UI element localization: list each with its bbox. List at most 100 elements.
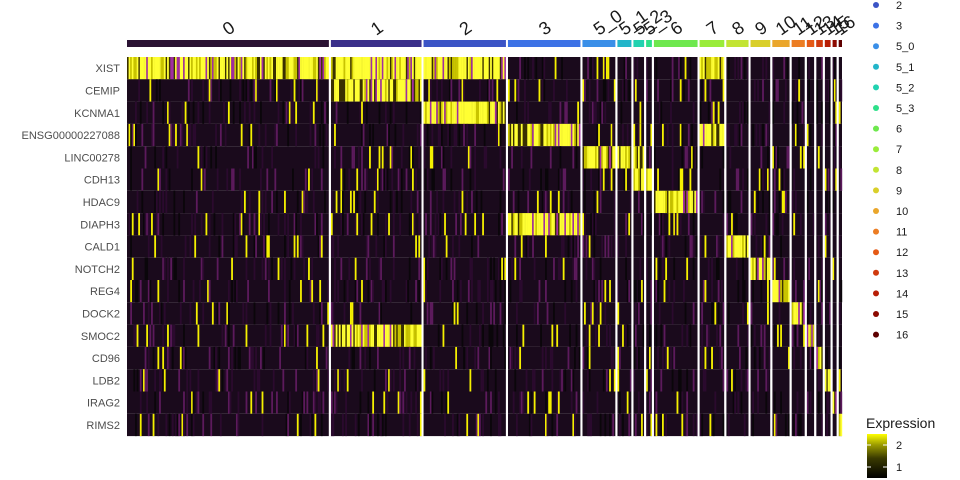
heat-strip — [772, 146, 775, 169]
heat-strip — [159, 302, 161, 325]
heat-strip — [191, 413, 193, 437]
heat-strip — [365, 324, 368, 347]
legend-label-16: 16 — [896, 330, 908, 342]
heat-strip — [266, 168, 269, 191]
heat-strip — [354, 257, 357, 280]
heat-strip — [227, 324, 230, 347]
heat-strip — [799, 346, 802, 370]
heat-strip — [357, 413, 360, 437]
heat-strip — [762, 235, 764, 258]
heat-strip — [237, 57, 240, 80]
heat-strip — [604, 280, 607, 303]
heat-cell-1-DOCK2 — [330, 302, 422, 325]
heat-strip — [319, 280, 322, 303]
heat-strip — [601, 280, 604, 303]
heat-strip — [429, 79, 432, 102]
heat-strip — [681, 123, 684, 147]
heat-strip — [704, 123, 707, 147]
heat-strip — [753, 324, 756, 347]
heat-strip — [381, 79, 384, 102]
gene-label-ldb2: LDB2 — [92, 375, 120, 387]
heat-strip — [415, 57, 417, 80]
heat-strip — [377, 190, 379, 214]
heat-strip — [599, 168, 602, 191]
heat-strip — [575, 146, 578, 169]
heat-strip — [197, 324, 200, 347]
heat-strip — [676, 213, 679, 236]
heat-cell-12-DIAPH3 — [806, 213, 815, 236]
heat-strip — [670, 101, 672, 124]
heat-strip — [167, 324, 169, 347]
heat-strip — [405, 168, 408, 191]
heat-strip — [663, 280, 666, 303]
heat-strip — [364, 168, 367, 191]
heat-strip — [202, 101, 205, 124]
heat-strip — [498, 123, 500, 147]
heat-strip — [809, 302, 812, 325]
heat-strip — [477, 413, 480, 437]
heat-strip — [511, 146, 513, 169]
heat-strip — [402, 391, 405, 414]
heat-strip — [200, 146, 203, 169]
heat-strip — [740, 369, 743, 392]
heat-cell-14-DOCK2 — [824, 302, 831, 325]
heat-strip — [170, 257, 173, 280]
heat-strip — [227, 302, 230, 325]
heat-cell-9-REG4 — [750, 280, 771, 303]
heat-strip — [248, 346, 251, 370]
heat-strip — [411, 57, 414, 80]
heat-strip — [316, 346, 318, 370]
heat-strip — [130, 146, 133, 169]
heat-strip — [170, 123, 173, 147]
heat-strip — [404, 79, 406, 102]
heat-cell-13-DIAPH3 — [816, 213, 823, 236]
heat-strip — [617, 369, 620, 392]
heat-strip — [596, 190, 599, 214]
heat-strip — [317, 79, 320, 102]
heat-strip — [452, 413, 454, 437]
heat-strip — [215, 146, 217, 169]
heat-strip — [490, 413, 492, 437]
heat-strip — [372, 57, 375, 80]
heat-strip — [745, 346, 748, 370]
heat-strip — [671, 190, 674, 214]
heat-strip — [665, 190, 668, 214]
heat-strip — [184, 57, 187, 80]
colorbar-title: Expression — [866, 415, 935, 431]
heat-strip — [205, 213, 208, 236]
heat-cell-15-KCNMA1 — [832, 101, 837, 124]
heat-strip — [557, 391, 560, 414]
heat-cell-0-ENSG00000227088 — [127, 123, 329, 147]
heat-strip — [372, 79, 375, 102]
heat-strip — [444, 57, 446, 80]
heat-strip — [455, 101, 458, 124]
heat-strip — [596, 146, 599, 169]
heat-strip — [192, 57, 195, 80]
heat-strip — [433, 168, 435, 191]
heat-strip — [400, 190, 403, 214]
heat-strip — [498, 257, 500, 280]
heat-strip — [356, 79, 359, 102]
heat-cell-5_1-SMOC2 — [617, 324, 632, 347]
heat-strip — [356, 324, 359, 347]
heat-strip — [541, 79, 544, 102]
heat-strip — [274, 79, 277, 102]
heat-strip — [543, 213, 546, 236]
cluster-bar-14 — [824, 40, 831, 47]
heat-strip — [316, 79, 318, 102]
heat-strip — [157, 57, 160, 80]
heat-strip — [798, 57, 801, 80]
heat-strip — [681, 146, 684, 169]
heat-cell-1-REG4 — [330, 280, 422, 303]
heat-strip — [202, 168, 205, 191]
heat-strip — [463, 57, 465, 80]
heat-strip — [623, 168, 626, 191]
heat-strip — [425, 101, 427, 124]
heat-strip — [783, 101, 786, 124]
heat-strip — [519, 280, 522, 303]
heat-strip — [798, 79, 801, 102]
heat-cell-15-CDH13 — [832, 168, 837, 191]
heat-strip — [173, 123, 176, 147]
heat-strip — [689, 168, 692, 191]
heat-strip — [312, 369, 315, 392]
